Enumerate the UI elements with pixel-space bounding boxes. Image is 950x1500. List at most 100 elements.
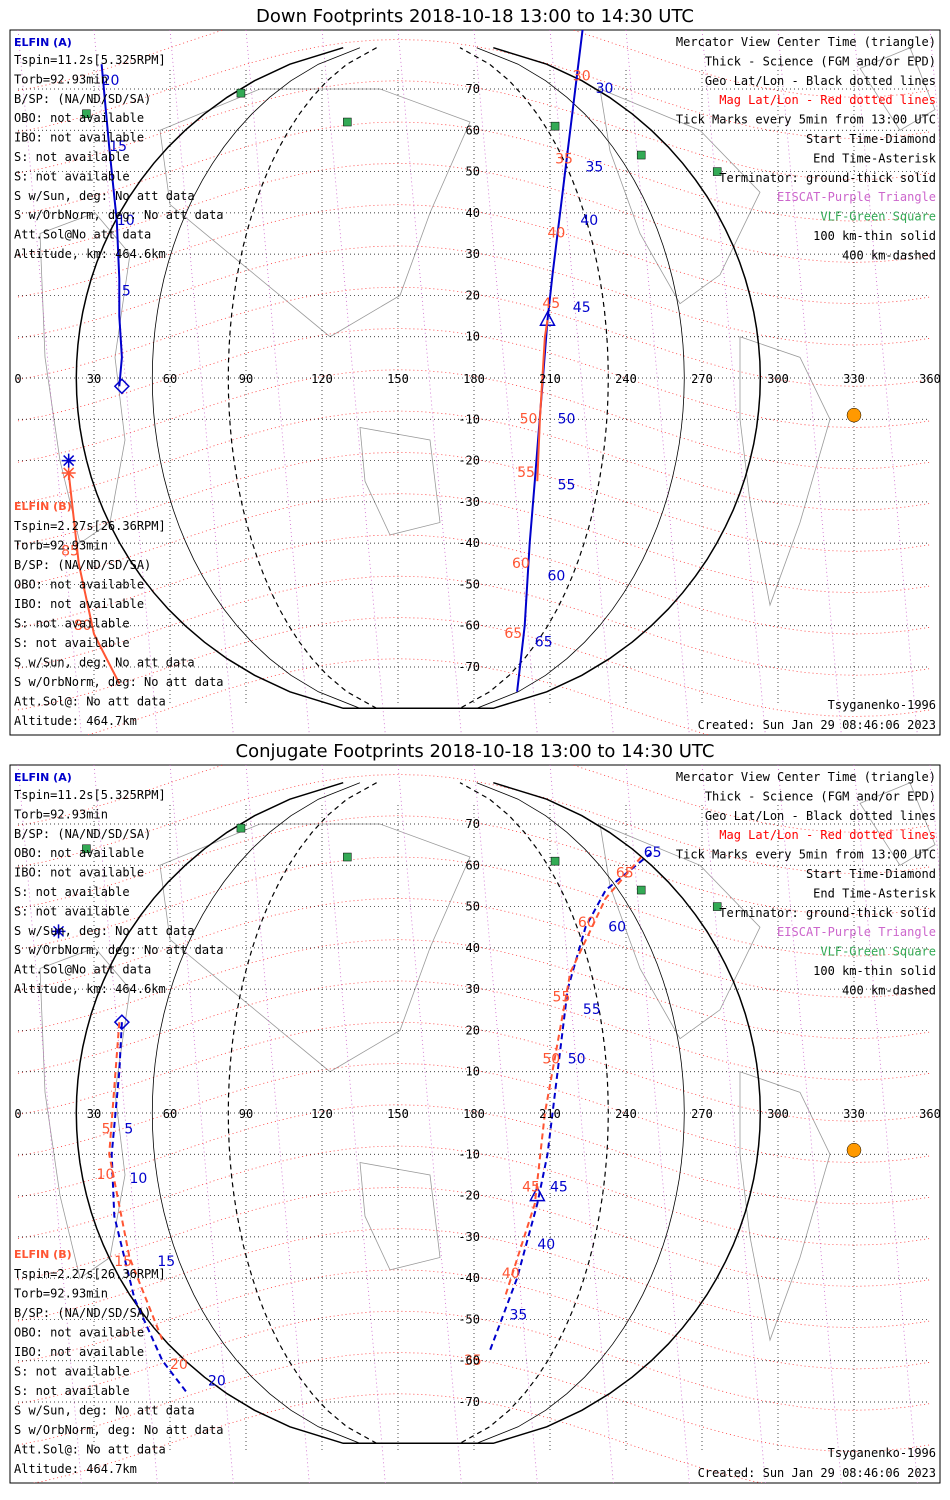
elfin-a-info-line: Torb=92.93min xyxy=(14,807,108,821)
elfin-a-info-line: S w/Sun, deg: No att data xyxy=(14,189,195,203)
x-tick-label: 120 xyxy=(311,1107,333,1121)
legend-entry: VLF-Green Square xyxy=(820,945,936,959)
mag-lat-line xyxy=(32,1393,764,1483)
model-name: Tsyganenko-1996 xyxy=(828,1446,936,1460)
model-name: Tsyganenko-1996 xyxy=(828,698,936,712)
end-time-asterisk xyxy=(51,924,66,939)
land-outline xyxy=(359,427,441,536)
elfin-b-info-line: Torb=92.93min xyxy=(14,539,108,553)
mag-lon-line xyxy=(397,765,462,1483)
mag-lon-line xyxy=(17,765,82,1483)
x-tick-label: 180 xyxy=(463,372,485,386)
y-tick-label: -70 xyxy=(458,1395,480,1409)
mag-lon-line xyxy=(853,765,918,1483)
legend-entry: Start Time-Diamond xyxy=(806,867,936,881)
footprint-tick-label: 50 xyxy=(568,1051,586,1067)
mag-lon-line xyxy=(549,765,614,1483)
y-tick-label: -10 xyxy=(458,412,480,426)
elfin-b-info-line: S: not available xyxy=(14,1384,130,1398)
legend-entry: 100 km-thin solid xyxy=(813,964,936,978)
x-tick-label: 240 xyxy=(615,1107,637,1121)
start-time-diamond xyxy=(113,1014,130,1031)
footprint-tick-label: 10 xyxy=(117,213,135,229)
vlf-station-marker xyxy=(236,823,246,833)
x-tick-label: 150 xyxy=(387,1107,409,1121)
elfin-b-info-line: S w/OrbNorm, deg: No att data xyxy=(14,1423,224,1437)
legend-entry: Thick - Science (FGM and/or EPD) xyxy=(705,789,936,803)
elfin-a-info-line: Tspin=11.2s[5.325RPM] xyxy=(14,53,166,67)
footprint-tick-label: 55 xyxy=(517,465,535,481)
x-tick-label: 180 xyxy=(463,1107,485,1121)
footprint-track xyxy=(108,1022,164,1341)
land-outline xyxy=(359,1162,441,1271)
subsolar-point xyxy=(846,407,862,423)
footprint-track xyxy=(110,1022,189,1395)
footprint-tick-label: 10 xyxy=(129,1171,147,1187)
vlf-station-marker xyxy=(712,902,722,911)
mag-lon-line xyxy=(93,765,158,1483)
conjugate-footprints-panel: 5 10 15 20 65 60 55 50 45 40 35 5 10 15 20 65 60 55 50 45 40… xyxy=(9,764,941,1484)
elfin-b-info-line: Altitude: 464.7km xyxy=(14,714,137,728)
elfin-a-info-line: Altitude, km: 464.6km xyxy=(14,982,166,996)
vlf-station-marker xyxy=(636,150,646,160)
footprint-track xyxy=(536,320,549,482)
elfin-b-heading: ELFIN (B) xyxy=(14,500,72,513)
y-tick-label: -20 xyxy=(458,1189,480,1203)
center-time-triangle xyxy=(529,1185,546,1202)
footprint-tick-label: 45 xyxy=(542,296,560,312)
footprint-tick-label: 45 xyxy=(522,1179,540,1195)
mag-lat-line xyxy=(17,204,931,305)
legend-entry: 100 km-thin solid xyxy=(813,229,936,243)
footprint-tick-label: 55 xyxy=(553,990,571,1006)
x-tick-label: 300 xyxy=(767,372,789,386)
elfin-b-info-line: OBO: not available xyxy=(14,578,144,592)
end-time-asterisk xyxy=(61,465,76,480)
elfin-b-info-line: S: not available xyxy=(14,617,130,631)
mag-lat-line xyxy=(17,1063,931,1163)
y-tick-label: -60 xyxy=(458,619,480,633)
elfin-a-info-line: IBO: not available xyxy=(14,866,144,880)
y-tick-label: -40 xyxy=(458,1271,480,1285)
elfin-b-info-line: Tspin=2.27s[26.36RPM] xyxy=(14,519,166,533)
panel-2-title: Conjugate Footprints 2018-10-18 13:00 to… xyxy=(236,741,715,762)
footprint-tick-label: 60 xyxy=(547,568,565,584)
vlf-station-marker xyxy=(712,167,722,176)
footprint-tick-label: 35 xyxy=(585,160,603,176)
elfin-a-info-line: IBO: not available xyxy=(14,131,144,145)
footprint-tick-label: 40 xyxy=(547,226,565,242)
mag-lat-line xyxy=(17,121,931,222)
vlf-station-marker xyxy=(550,121,560,131)
legend-entry: Geo Lat/Lon - Black dotted lines xyxy=(705,809,936,823)
footprint-tick-label: 35 xyxy=(555,151,573,167)
start-time-diamond xyxy=(113,378,130,395)
elfin-a-info-line: Tspin=11.2s[5.325RPM] xyxy=(14,788,166,802)
y-tick-label: -50 xyxy=(458,577,480,591)
elfin-a-heading: ELFIN (A) xyxy=(14,771,72,784)
footprint-tick-label: 65 xyxy=(504,626,522,642)
footprint-tick-label: 35 xyxy=(509,1307,527,1323)
x-tick-label: 90 xyxy=(239,1107,253,1121)
elfin-a-info-line: Altitude, km: 464.6km xyxy=(14,247,166,261)
land-outline xyxy=(599,823,761,1040)
elfin-a-info-line: B/SP: (NA/ND/SD/SA) xyxy=(14,827,151,841)
footprint-tick-label: 50 xyxy=(558,411,576,427)
x-tick-label: 30 xyxy=(87,1107,101,1121)
elfin-b-info-line: S w/Sun, deg: No att data xyxy=(14,656,195,670)
terminator-400km xyxy=(227,47,609,709)
x-tick-label: 0 xyxy=(14,1107,21,1121)
vlf-station-marker xyxy=(636,885,646,895)
y-tick-label: 60 xyxy=(466,858,480,872)
elfin-b-info-line: S: not available xyxy=(14,636,130,650)
x-tick-label: 210 xyxy=(539,1107,561,1121)
legend-entry: VLF-Green Square xyxy=(820,210,936,224)
mag-lat-line xyxy=(17,856,931,957)
x-tick-label: 330 xyxy=(843,372,865,386)
y-tick-label: 30 xyxy=(466,247,480,261)
mag-lat-line xyxy=(17,80,931,181)
legend-entry: Mag Lat/Lon - Red dotted lines xyxy=(719,828,936,842)
down-footprints-panel: 20 15 10 5 30 35 40 45 50 55 60 65 85 80 30 35 40 45 50 55 6… xyxy=(9,29,941,736)
mag-lon-line xyxy=(169,765,234,1483)
mag-lon-line xyxy=(701,765,766,1483)
elfin-a-info-line: OBO: not available xyxy=(14,846,144,860)
elfin-b-info-line: S: not available xyxy=(14,1365,130,1379)
